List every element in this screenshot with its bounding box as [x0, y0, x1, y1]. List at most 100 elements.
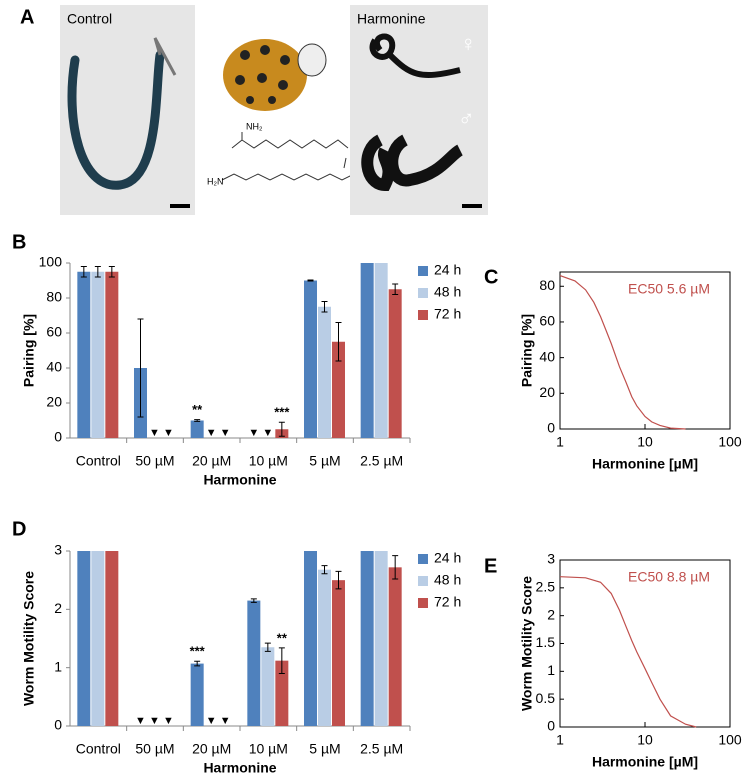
bar	[360, 551, 374, 726]
x-tick-label: 20 µM	[192, 453, 231, 469]
annotation: ***	[190, 644, 206, 659]
x-tick-label: 50 µM	[135, 453, 174, 469]
x-tick-label: 100	[718, 732, 742, 748]
y-tick-label: 3	[547, 551, 555, 567]
legend-label: 72 h	[434, 594, 461, 610]
annotation: ▼	[163, 715, 174, 727]
y-tick-label: 20	[46, 394, 62, 410]
female-worm	[369, 33, 461, 78]
legend-label: 24 h	[434, 550, 461, 566]
y-tick-label: 40	[539, 348, 555, 364]
panel-label: B	[12, 231, 26, 253]
bar	[304, 551, 317, 726]
error-bar	[194, 660, 201, 667]
bar	[275, 660, 289, 726]
error-bar	[278, 647, 285, 674]
y-tick-label: 1	[547, 662, 555, 678]
bar	[77, 551, 91, 726]
ladybug-head	[297, 43, 327, 77]
bar	[374, 263, 388, 438]
bar	[318, 569, 331, 726]
annotation: ▼	[220, 715, 231, 727]
ladybug-spots	[235, 45, 290, 104]
error-bar	[194, 419, 201, 422]
panel-label: E	[484, 555, 497, 577]
plot-frame	[559, 559, 731, 728]
y-tick-label: 100	[39, 254, 63, 270]
bar	[360, 263, 374, 438]
y-tick-label: 20	[539, 384, 555, 400]
x-tick-label: 10	[637, 434, 653, 450]
error-bar	[335, 570, 342, 590]
error-bar	[321, 301, 328, 313]
ec50-label: EC50 5.6 µM	[628, 281, 710, 297]
annotation: ***	[274, 405, 290, 420]
x-tick-label: 50 µM	[135, 741, 174, 757]
panel-label: C	[484, 266, 498, 288]
error-bar	[80, 266, 87, 278]
x-tick-label: Control	[76, 741, 121, 757]
annotation: ▼	[206, 427, 217, 439]
treated-label: Harmonine	[357, 11, 426, 27]
control-worm	[67, 50, 165, 190]
y-tick-label: 2.5	[536, 579, 556, 595]
female-symbol: ♀	[460, 31, 477, 56]
chemical-structure	[221, 132, 365, 195]
x-axis-title: Harmonine	[203, 760, 276, 776]
x-tick-label: 2.5 µM	[360, 453, 403, 469]
y-axis-title: Pairing [%]	[519, 314, 535, 387]
fit-curve	[559, 275, 686, 430]
error-bar	[307, 279, 314, 282]
legend-swatch	[418, 576, 428, 586]
legend-label: 24 h	[434, 262, 461, 278]
y-tick-label: 0	[54, 429, 62, 445]
y-tick-label: 2	[547, 606, 555, 622]
legend-label: 48 h	[434, 284, 461, 300]
x-tick-label: 10 µM	[249, 453, 288, 469]
panel-label: A	[20, 6, 34, 28]
x-tick-label: 1	[556, 732, 564, 748]
y-tick-label: 0.5	[536, 690, 556, 706]
bar	[105, 271, 119, 438]
male-worm	[361, 134, 464, 192]
legend-label: 72 h	[434, 306, 461, 322]
male-symbol: ♂	[458, 106, 475, 131]
error-bar	[392, 555, 399, 580]
ec50-label: EC50 8.8 µM	[628, 569, 710, 585]
x-tick-label: 10 µM	[249, 741, 288, 757]
annotation: ▼	[220, 427, 231, 439]
error-bar	[250, 598, 257, 603]
x-tick-label: 20 µM	[192, 741, 231, 757]
annotation: ▼	[135, 715, 146, 727]
bar	[190, 663, 204, 726]
y-axis-title: Worm Motility Score	[21, 571, 37, 706]
annotation: ▼	[149, 427, 160, 439]
x-tick-label: 2.5 µM	[360, 741, 403, 757]
y-tick-label: 60	[46, 324, 62, 340]
bar	[304, 280, 317, 438]
x-tick-label: 10	[637, 732, 653, 748]
bar	[91, 551, 105, 726]
bar	[261, 647, 275, 726]
annotation: **	[277, 630, 288, 645]
bar	[332, 341, 345, 438]
x-axis-title: Harmonine	[203, 472, 276, 488]
bar	[190, 420, 204, 438]
y-tick-label: 0	[547, 718, 555, 734]
amine-label: NH₂	[246, 121, 263, 131]
legend-swatch	[418, 554, 428, 564]
annotation: **	[192, 402, 203, 417]
x-tick-label: 5 µM	[309, 741, 340, 757]
annotation: ▼	[262, 427, 273, 439]
bar	[332, 580, 345, 726]
annotation: ▼	[248, 427, 259, 439]
x-tick-label: 100	[718, 434, 742, 450]
legend-swatch	[418, 266, 428, 276]
error-bar	[335, 322, 342, 362]
y-axis-title: Pairing [%]	[21, 314, 37, 387]
y-tick-label: 60	[539, 313, 555, 329]
y-axis-title: Worm Motility Score	[519, 576, 535, 711]
bar	[247, 600, 261, 726]
bar	[105, 551, 119, 726]
